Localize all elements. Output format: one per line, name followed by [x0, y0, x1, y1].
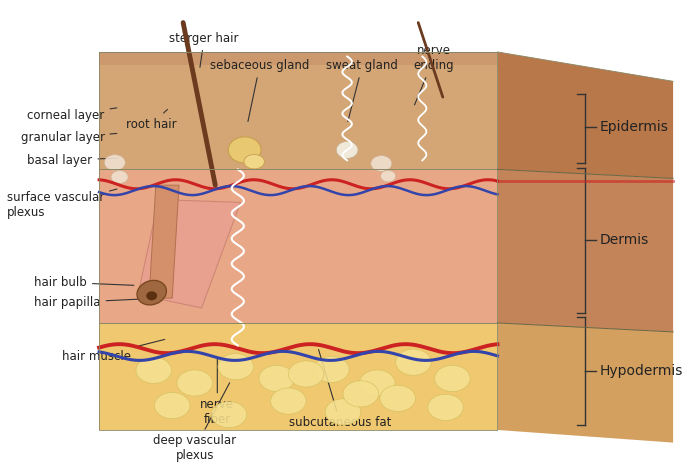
Ellipse shape — [380, 385, 416, 411]
Text: Epidermis: Epidermis — [599, 120, 668, 134]
Ellipse shape — [314, 356, 349, 383]
Polygon shape — [99, 52, 498, 66]
Text: sebaceous gland: sebaceous gland — [210, 59, 309, 122]
Text: nerve
fiber: nerve fiber — [200, 357, 235, 426]
Text: root hair: root hair — [127, 110, 177, 130]
Text: Hypodermis: Hypodermis — [599, 364, 682, 378]
Ellipse shape — [111, 171, 128, 184]
Text: deep vascular
plexus: deep vascular plexus — [153, 383, 237, 462]
Ellipse shape — [428, 394, 463, 420]
Ellipse shape — [218, 354, 253, 380]
Ellipse shape — [271, 388, 306, 414]
Text: hair papilla: hair papilla — [34, 296, 139, 309]
Ellipse shape — [155, 392, 190, 418]
Ellipse shape — [104, 155, 125, 171]
Text: sweat gland: sweat gland — [326, 59, 398, 122]
Text: corneal layer: corneal layer — [27, 108, 117, 122]
Bar — [99, 52, 498, 430]
Ellipse shape — [228, 137, 261, 163]
Text: sterger hair: sterger hair — [169, 32, 239, 67]
Ellipse shape — [343, 381, 379, 407]
Ellipse shape — [259, 365, 295, 391]
Text: surface vascular
plexus: surface vascular plexus — [7, 189, 117, 219]
Ellipse shape — [137, 281, 167, 305]
Text: hair muscle: hair muscle — [62, 339, 164, 363]
Ellipse shape — [288, 361, 324, 387]
Text: granular layer: granular layer — [20, 131, 117, 144]
Ellipse shape — [435, 365, 470, 391]
Ellipse shape — [359, 370, 395, 396]
Polygon shape — [498, 323, 673, 443]
Polygon shape — [99, 323, 498, 430]
Ellipse shape — [146, 291, 158, 301]
Polygon shape — [99, 52, 498, 169]
Text: subcutaneous fat: subcutaneous fat — [289, 350, 391, 429]
Text: hair bulb: hair bulb — [34, 276, 134, 289]
Ellipse shape — [336, 141, 358, 158]
Ellipse shape — [395, 349, 431, 375]
Polygon shape — [498, 169, 673, 332]
Ellipse shape — [136, 357, 172, 384]
Text: Dermis: Dermis — [599, 233, 649, 247]
Polygon shape — [498, 52, 673, 178]
Text: nerve
ending: nerve ending — [414, 44, 454, 105]
Ellipse shape — [381, 171, 395, 182]
Polygon shape — [138, 199, 241, 308]
Ellipse shape — [244, 154, 265, 169]
Ellipse shape — [211, 402, 246, 428]
Ellipse shape — [371, 156, 392, 171]
Polygon shape — [149, 185, 179, 298]
Polygon shape — [99, 169, 498, 323]
Ellipse shape — [326, 399, 360, 425]
Ellipse shape — [177, 370, 213, 396]
Text: basal layer: basal layer — [27, 154, 117, 167]
